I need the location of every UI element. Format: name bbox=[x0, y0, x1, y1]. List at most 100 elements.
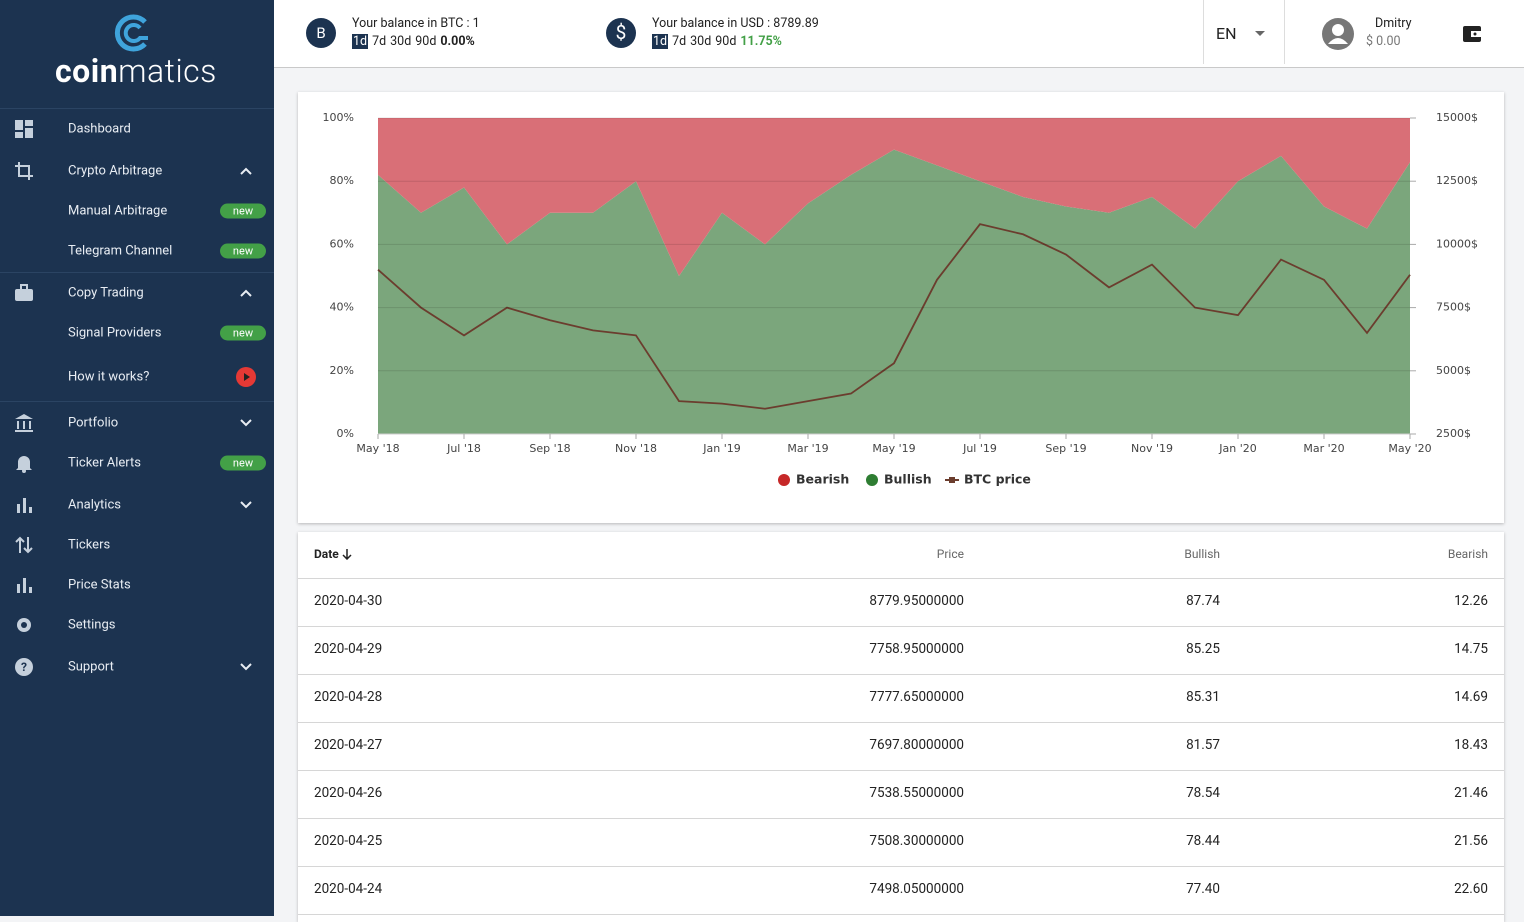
nav-icon: ? bbox=[15, 658, 33, 676]
nav-item[interactable]: Signal Providers bbox=[68, 325, 162, 341]
x-tick-label: Nov '19 bbox=[1131, 442, 1173, 455]
y-tick-label: 80% bbox=[330, 174, 354, 187]
nav-item[interactable]: Support bbox=[68, 659, 114, 675]
column-header[interactable]: Date bbox=[314, 547, 339, 561]
wallet-icon[interactable] bbox=[1462, 25, 1482, 43]
table-cell: 7498.05000000 bbox=[869, 881, 964, 897]
table-cell: 21.56 bbox=[1454, 833, 1488, 849]
period[interactable]: 7d bbox=[672, 34, 687, 49]
nav-item[interactable]: Telegram Channel bbox=[68, 243, 173, 259]
table-cell: 78.44 bbox=[1186, 833, 1220, 849]
nav-item[interactable]: Manual Arbitrage bbox=[68, 203, 168, 219]
badge: new bbox=[220, 203, 266, 219]
x-tick-label: Jul '18 bbox=[446, 442, 481, 455]
table-cell: 7508.30000000 bbox=[869, 833, 964, 849]
table-cell: 85.25 bbox=[1186, 641, 1220, 657]
nav-divider bbox=[0, 272, 274, 273]
y-tick-label: 60% bbox=[330, 237, 354, 250]
table-cell: 22.60 bbox=[1454, 881, 1488, 897]
svg-text:?: ? bbox=[21, 660, 27, 674]
column-header[interactable]: Price bbox=[936, 547, 964, 561]
nav-item[interactable]: Dashboard bbox=[68, 121, 131, 137]
period[interactable]: 1d bbox=[352, 34, 369, 49]
nav-icon bbox=[15, 536, 33, 554]
y-tick-label: 0% bbox=[337, 427, 354, 440]
table-cell: 7758.95000000 bbox=[869, 641, 964, 657]
legend-marker bbox=[866, 474, 878, 486]
play-icon[interactable] bbox=[236, 367, 256, 387]
btc-balance: Your balance in BTC : 1 bbox=[352, 16, 480, 31]
y2-tick-label: 10000$ bbox=[1436, 237, 1478, 250]
chart-card: 0% 20% 40% 60% 80% 100% 2500$ 5000$ 7500$ 10000$ 1… bbox=[298, 92, 1504, 523]
nav-icon bbox=[16, 456, 32, 473]
language[interactable]: EN bbox=[1216, 24, 1237, 43]
nav-item[interactable]: Price Stats bbox=[68, 577, 131, 593]
usd-balance: Your balance in USD : 8789.89 bbox=[652, 16, 819, 31]
table-cell: 2020-04-28 bbox=[314, 689, 383, 705]
x-tick-label: Sep '18 bbox=[529, 442, 570, 455]
language-dropdown[interactable] bbox=[1254, 30, 1266, 38]
column-header[interactable]: Bullish bbox=[1184, 547, 1220, 561]
logo-text: coinmatics bbox=[55, 52, 217, 90]
table-cell: 14.69 bbox=[1454, 689, 1488, 705]
y-tick-label: 20% bbox=[330, 364, 354, 377]
x-tick-label: Mar '20 bbox=[1303, 442, 1344, 455]
chevron[interactable] bbox=[239, 418, 253, 428]
chevron[interactable] bbox=[239, 500, 253, 510]
price-line bbox=[377, 223, 1411, 410]
x-tick-label: May '19 bbox=[872, 442, 915, 455]
nav-item[interactable]: Copy Trading bbox=[68, 285, 144, 301]
table-cell: 78.54 bbox=[1186, 785, 1220, 801]
top-bar: B Your balance in BTC : 1 1d 7d 30d 90d 0.00… bbox=[274, 0, 1524, 68]
chevron[interactable] bbox=[239, 166, 253, 176]
nav-icon bbox=[15, 120, 33, 138]
period[interactable]: 30d bbox=[390, 34, 412, 49]
period[interactable]: 1d bbox=[652, 34, 669, 49]
x-tick-label: Nov '18 bbox=[615, 442, 657, 455]
table-cell: 21.46 bbox=[1454, 785, 1488, 801]
table-cell: 8779.95000000 bbox=[869, 593, 964, 609]
change: 0.00% bbox=[440, 34, 475, 49]
nav-item[interactable]: Analytics bbox=[68, 497, 121, 513]
column-header[interactable]: Bearish bbox=[1447, 547, 1488, 561]
nav-item[interactable]: How it works? bbox=[68, 369, 150, 385]
period[interactable]: 90d bbox=[715, 34, 737, 49]
table-cell: 2020-04-26 bbox=[314, 785, 383, 801]
chart: 0% 20% 40% 60% 80% 100% 2500$ 5000$ 7500$ 10000$ 1… bbox=[323, 111, 1478, 487]
table-cell: 7777.65000000 bbox=[869, 689, 964, 705]
nav-item[interactable]: Tickers bbox=[68, 537, 111, 553]
sort-arrow[interactable] bbox=[341, 548, 353, 560]
row-divider bbox=[298, 578, 1504, 579]
nav-item[interactable]: Portfolio bbox=[68, 415, 119, 431]
table-cell: 18.43 bbox=[1454, 737, 1488, 753]
nav-item[interactable]: Settings bbox=[68, 617, 116, 633]
legend-label: Bullish bbox=[884, 472, 932, 487]
y-tick-label: 40% bbox=[330, 301, 354, 314]
x-tick-label: May '18 bbox=[356, 442, 399, 455]
period[interactable]: 7d bbox=[372, 34, 387, 49]
x-tick-label: May '20 bbox=[1388, 442, 1431, 455]
nav-icon bbox=[15, 284, 33, 301]
period[interactable]: 90d bbox=[415, 34, 437, 49]
y2-tick-label: 12500$ bbox=[1436, 174, 1478, 187]
row-divider bbox=[298, 626, 1504, 627]
avatar[interactable] bbox=[1322, 18, 1354, 50]
table-cell: 12.26 bbox=[1454, 593, 1488, 609]
badge: new bbox=[220, 243, 266, 259]
row-divider bbox=[298, 722, 1504, 723]
x-tick-label: Jul '19 bbox=[962, 442, 997, 455]
legend-marker bbox=[949, 477, 955, 483]
badge: new bbox=[220, 325, 266, 341]
x-tick-label: Jan '19 bbox=[702, 442, 740, 455]
row-divider bbox=[298, 866, 1504, 867]
nav-item[interactable]: Crypto Arbitrage bbox=[68, 163, 163, 179]
nav-item[interactable]: Ticker Alerts bbox=[68, 455, 141, 471]
nav-icon bbox=[15, 414, 33, 432]
chevron[interactable] bbox=[239, 288, 253, 298]
y2-tick-label: 2500$ bbox=[1436, 427, 1471, 440]
row-divider bbox=[298, 674, 1504, 675]
legend-label: Bearish bbox=[796, 472, 849, 487]
chevron[interactable] bbox=[239, 662, 253, 672]
divider bbox=[1284, 0, 1285, 64]
period[interactable]: 30d bbox=[690, 34, 712, 49]
